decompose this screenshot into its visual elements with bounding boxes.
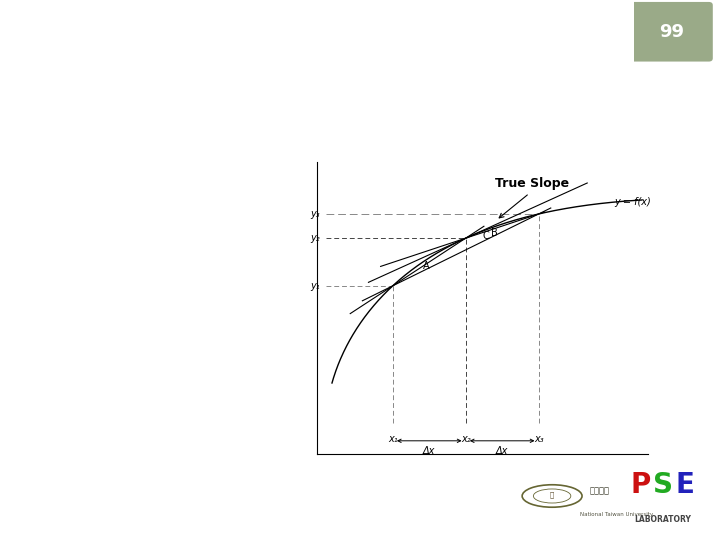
Text: True Slope: True Slope <box>495 177 570 190</box>
Text: Δx: Δx <box>423 447 436 456</box>
Text: y₃: y₃ <box>310 209 320 219</box>
Text: B: B <box>492 228 498 238</box>
Text: S: S <box>653 471 673 500</box>
Text: LABORATORY: LABORATORY <box>634 515 691 524</box>
Text: y₁: y₁ <box>310 281 320 291</box>
FancyBboxPatch shape <box>629 2 713 62</box>
Text: 臺灣大學: 臺灣大學 <box>590 487 610 496</box>
Text: x₁: x₁ <box>388 434 397 443</box>
Text: x₃: x₃ <box>534 434 544 443</box>
Text: A: A <box>423 261 430 271</box>
Text: C: C <box>483 231 490 240</box>
Text: 臺: 臺 <box>550 491 554 498</box>
Text: Δx: Δx <box>496 447 508 456</box>
Text: 99: 99 <box>659 23 684 42</box>
Text: x₂: x₂ <box>461 434 470 443</box>
Text: National Taiwan University: National Taiwan University <box>580 512 653 517</box>
Text: 1. Numerical Differentiation: 1. Numerical Differentiation <box>29 48 720 90</box>
Text: y₂: y₂ <box>310 233 320 243</box>
Text: y = f(x): y = f(x) <box>615 197 652 207</box>
Text: E: E <box>675 471 695 500</box>
Text: P: P <box>631 471 651 500</box>
